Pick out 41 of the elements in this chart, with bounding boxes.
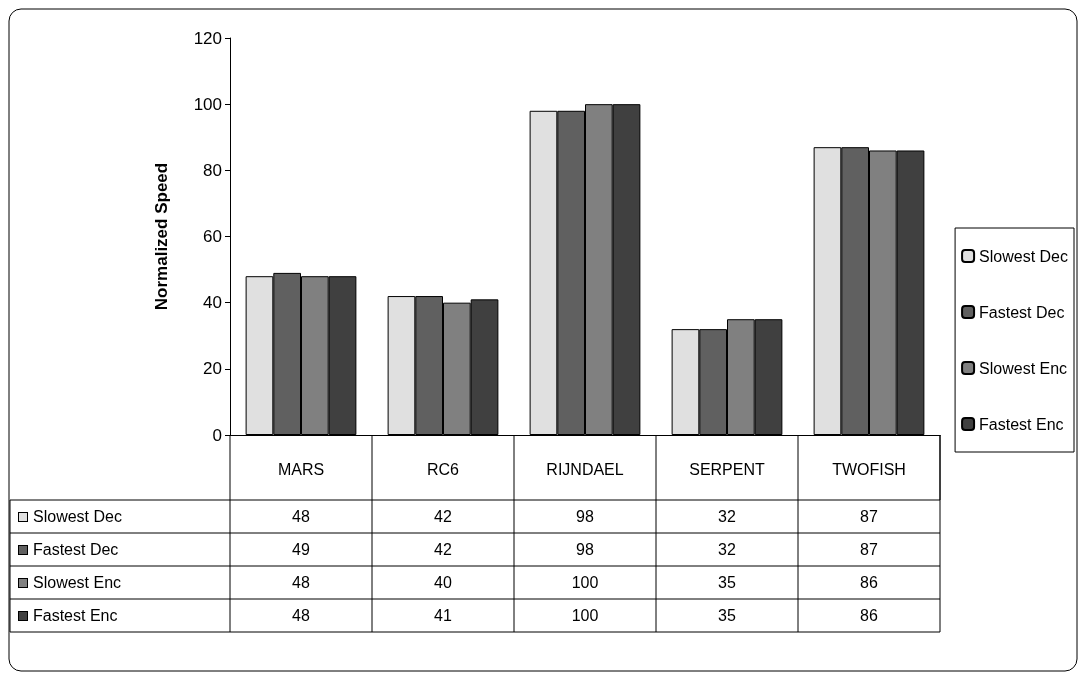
data-label: 86 bbox=[860, 607, 878, 624]
data-label: 87 bbox=[860, 508, 878, 525]
x-tick-label: MARS bbox=[277, 460, 325, 478]
data-label: 100 bbox=[571, 607, 599, 624]
data-label: 35 bbox=[718, 574, 736, 591]
legend-label: Slowest Dec bbox=[979, 247, 1068, 265]
data-label: 32 bbox=[718, 541, 736, 558]
data-label: 49 bbox=[292, 541, 310, 558]
y-tick-label: 20 bbox=[203, 359, 222, 379]
data-label: 48 bbox=[292, 607, 310, 624]
y-tick-label: 100 bbox=[193, 94, 222, 114]
y-tick-label: 40 bbox=[203, 293, 222, 313]
x-tick-label: SERPENT bbox=[689, 460, 766, 478]
text: Slowest Enc bbox=[33, 574, 122, 591]
x-tick-label: TWOFISH bbox=[832, 460, 906, 478]
data-label: 87 bbox=[860, 541, 878, 558]
data-label: 41 bbox=[434, 607, 452, 624]
data-label: 42 bbox=[434, 508, 452, 525]
text: Slowest Dec bbox=[33, 508, 122, 525]
data-label: 100 bbox=[571, 574, 599, 591]
text: Fastest Dec bbox=[33, 541, 119, 558]
data-label: 98 bbox=[576, 508, 594, 525]
x-tick-label: RIJNDAEL bbox=[546, 460, 624, 478]
legend-label: Fastest Dec bbox=[979, 303, 1065, 321]
data-label: 32 bbox=[718, 508, 736, 525]
data-label: 42 bbox=[434, 541, 452, 558]
data-label: 48 bbox=[292, 574, 310, 591]
y-axis-title: Normalized Speed bbox=[152, 162, 171, 311]
data-label: 98 bbox=[576, 541, 594, 558]
y-tick-label: 60 bbox=[203, 227, 222, 246]
y-tick-label: 120 bbox=[193, 28, 222, 48]
text: Fastest Enc bbox=[33, 607, 118, 624]
data-label: 35 bbox=[718, 607, 736, 624]
y-tick-label: 0 bbox=[212, 425, 222, 445]
x-tick-label: RC6 bbox=[426, 460, 460, 478]
data-label: 48 bbox=[292, 508, 310, 525]
legend-label: Slowest Enc bbox=[979, 359, 1068, 377]
y-tick-label: 80 bbox=[203, 160, 222, 180]
data-label: 40 bbox=[434, 574, 452, 591]
legend-label: Fastest Enc bbox=[979, 415, 1064, 433]
data-label: 86 bbox=[860, 574, 878, 591]
